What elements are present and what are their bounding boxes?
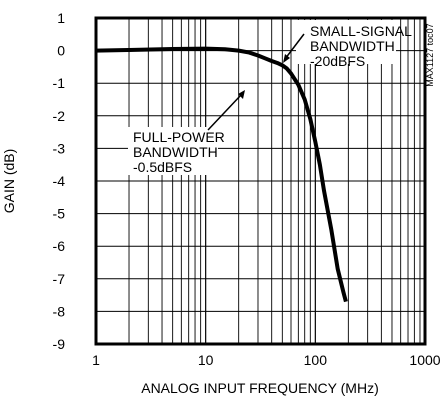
gain-curve — [95, 46, 348, 303]
annotation-full-power-line-1: FULL-POWER — [133, 129, 225, 145]
arrow-small-signal — [284, 33, 305, 60]
y-tick-label: -9 — [53, 336, 66, 352]
y-tick-label: -1 — [53, 75, 66, 91]
svg-text:FULL-POWER BANDWIDTH: FULL-POWER BANDWIDTH -0.5dBFS — [133, 129, 229, 175]
y-tick-label: 0 — [57, 43, 65, 59]
y-tick-label: -3 — [53, 140, 66, 156]
svg-text:SMALL-SIGNAL BANDWIDTH: SMALL-SIGNAL BANDWIDTH -20dBFS — [310, 23, 415, 69]
y-tick-label: -7 — [53, 271, 66, 287]
x-tick-label: 1000 — [409, 352, 440, 368]
grid — [96, 18, 425, 344]
y-axis-label: GAIN (dB) — [1, 149, 17, 214]
annotation-full-power-line-2: BANDWIDTH — [133, 144, 218, 160]
y-tick-label: -4 — [53, 173, 66, 189]
y-tick-label: -6 — [53, 238, 66, 254]
x-tick-label: 100 — [304, 352, 328, 368]
y-tick-labels: 1 0 -1 -2 -3 -4 -5 -6 -7 -8 -9 — [53, 10, 66, 352]
arrow-full-power — [207, 94, 242, 131]
annotation-small-signal-line-2: BANDWIDTH — [310, 38, 395, 54]
y-tick-label: -5 — [53, 206, 66, 222]
plot-frame — [94, 16, 427, 346]
annotation-small-signal-line-3: -20dBFS — [310, 53, 365, 69]
arrowhead-small-signal — [283, 54, 290, 63]
x-tick-label: 10 — [198, 352, 214, 368]
y-tick-label: -2 — [53, 108, 66, 124]
x-axis-label: ANALOG INPUT FREQUENCY (MHz) — [141, 380, 379, 396]
x-tick-label: 1 — [92, 352, 100, 368]
annotation-small-signal: SMALL-SIGNAL BANDWIDTH -20dBFS — [283, 20, 415, 69]
y-tick-label: 1 — [57, 10, 65, 26]
annotation-small-signal-line-1: SMALL-SIGNAL — [310, 23, 412, 39]
figure-id-label: MAX1127 toc07 — [425, 23, 435, 86]
annotation-full-power: FULL-POWER BANDWIDTH -0.5dBFS — [128, 90, 245, 175]
annotation-full-power-line-3: -0.5dBFS — [133, 159, 192, 175]
series-layer — [95, 46, 348, 303]
x-tick-labels: 1 10 100 1000 — [92, 352, 441, 368]
y-tick-label: -8 — [53, 303, 66, 319]
arrowhead-full-power — [238, 90, 245, 99]
